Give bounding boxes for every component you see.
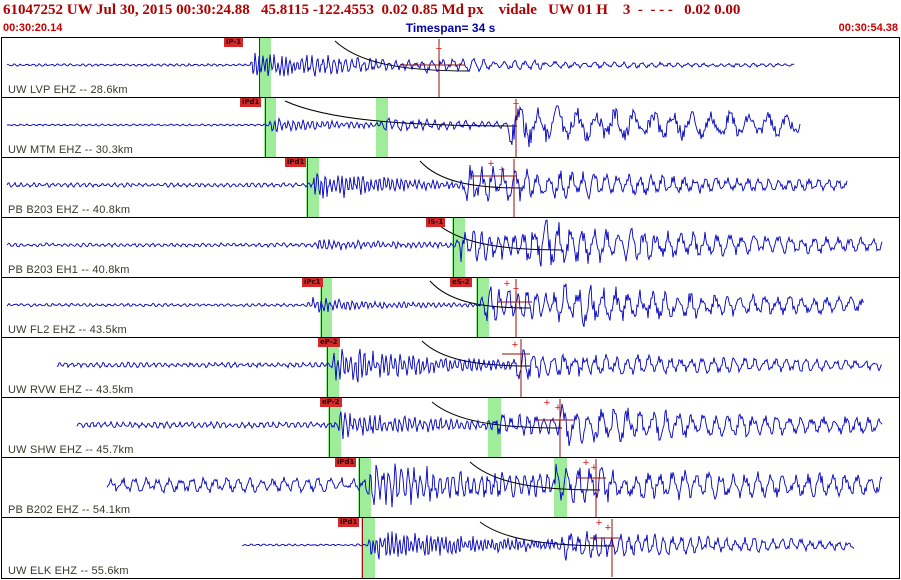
- waveform-canvas: +: [6, 39, 795, 97]
- amplitude-cross-marker: +: [513, 98, 519, 110]
- waveform-canvas: +: [6, 98, 801, 157]
- trace-row-uw-lvp-ehz[interactable]: UW LVP EHZ -- 28.6km + iP-1: [2, 38, 899, 98]
- amplitude-cross-marker: +: [504, 278, 510, 290]
- seismogram-waveform: [76, 403, 883, 447]
- pick-uncertainty-band: [326, 338, 339, 397]
- seismogram-waveform: [6, 164, 848, 202]
- pick-flag[interactable]: iPd1: [285, 158, 307, 167]
- pick-flag[interactable]: iPd1: [335, 458, 357, 467]
- amplitude-cross-marker: +: [555, 402, 561, 414]
- station-label: UW MTM EHZ -- 30.3km: [8, 144, 133, 156]
- pick-flag[interactable]: iPc1: [302, 278, 323, 287]
- pick-flag[interactable]: iPd1: [338, 518, 360, 527]
- pick-flag[interactable]: iS-1: [426, 218, 446, 227]
- coda-decay-curve: [284, 100, 518, 127]
- pick-flag[interactable]: eP-2: [318, 338, 340, 347]
- coda-decay-curve: [421, 340, 531, 367]
- amplitude-cross-marker: +: [512, 339, 518, 351]
- waveform-canvas: [6, 219, 883, 267]
- pick-time-line[interactable]: [259, 38, 260, 97]
- pick-uncertainty-band: [320, 278, 332, 337]
- amplitude-cross-marker: +: [544, 398, 550, 409]
- waveform-canvas: + +: [6, 278, 864, 337]
- station-label: PB B202 EHZ -- 54.1km: [8, 504, 131, 516]
- window-end-time: 00:30:54.38: [838, 22, 898, 34]
- pick-uncertainty-band: [358, 458, 371, 517]
- timespan-label: Timespan= 34 s: [405, 21, 496, 35]
- pick-uncertainty-band: [264, 98, 276, 157]
- pick-flag[interactable]: iPd1: [240, 98, 262, 107]
- pick-time-line[interactable]: [453, 218, 454, 277]
- pick-uncertainty-band: [306, 158, 319, 217]
- pick-uncertainty-band: [376, 98, 388, 157]
- pick-time-line[interactable]: [477, 278, 478, 337]
- pick-flag[interactable]: eS-2: [450, 278, 472, 287]
- pick-flag[interactable]: iP-1: [224, 38, 244, 47]
- pick-uncertainty-band: [476, 278, 489, 337]
- station-label: UW FL2 EHZ -- 43.5km: [8, 324, 127, 336]
- station-label: PB B203 EHZ -- 40.8km: [8, 204, 131, 216]
- amplitude-cross-marker: +: [488, 158, 494, 170]
- waveform-canvas: + +: [106, 458, 883, 517]
- pick-time-line[interactable]: [329, 398, 330, 457]
- amplitude-cross-marker: +: [605, 522, 611, 534]
- seismogram-waveform: [6, 219, 883, 267]
- waveform-canvas: + +: [6, 158, 848, 217]
- waveform-plot-area: UW LVP EHZ -- 28.6km + iP-1 UW MTM EHZ --…: [1, 37, 900, 579]
- waveform-canvas: + +: [241, 518, 855, 577]
- amplitude-cross-marker: +: [513, 283, 519, 295]
- amplitude-cross-marker: +: [436, 43, 442, 55]
- pick-uncertainty-band: [361, 518, 375, 578]
- trace-row-uw-shw-ehz[interactable]: UW SHW EHZ -- 45.7km + + eP-2: [2, 398, 899, 458]
- seismogram-waveform: [6, 283, 864, 328]
- amplitude-cross-marker: +: [596, 518, 602, 529]
- station-label: UW SHW EHZ -- 45.7km: [8, 444, 134, 456]
- amplitude-cross-marker: +: [583, 458, 589, 469]
- waveform-canvas: + +: [76, 398, 883, 457]
- station-label: UW RVW EHZ -- 43.5km: [8, 384, 134, 396]
- seismogram-waveform: [241, 531, 855, 561]
- waveform-canvas: +: [56, 339, 883, 397]
- pick-time-line[interactable]: [362, 518, 363, 578]
- coda-decay-curve: [479, 521, 615, 547]
- station-label: UW LVP EHZ -- 28.6km: [8, 84, 128, 96]
- pick-uncertainty-band: [488, 398, 501, 457]
- trace-row-pb-b202-ehz[interactable]: PB B202 EHZ -- 54.1km + + iPd1: [2, 458, 899, 518]
- trace-row-uw-mtm-ehz[interactable]: UW MTM EHZ -- 30.3km + iPd1: [2, 98, 899, 158]
- trace-row-pb-b203-ehz[interactable]: PB B203 EHZ -- 40.8km + + iPd1: [2, 158, 899, 218]
- window-start-time: 00:30:20.14: [3, 22, 63, 34]
- amplitude-cross-marker: +: [591, 462, 597, 474]
- seismogram-waveform: [106, 463, 883, 508]
- pick-uncertainty-band: [452, 218, 465, 277]
- pick-time-line[interactable]: [321, 278, 322, 337]
- trace-row-pb-b203-eh1[interactable]: PB B203 EH1 -- 40.8km iS-1: [2, 218, 899, 278]
- seismogram-waveform: [56, 348, 883, 383]
- pick-time-line[interactable]: [265, 98, 266, 157]
- station-label: PB B203 EH1 -- 40.8km: [8, 264, 130, 276]
- pick-uncertainty-band: [328, 398, 341, 457]
- pick-time-line[interactable]: [359, 458, 360, 517]
- coda-decay-curve: [334, 40, 471, 72]
- time-window-bar: 00:30:20.14 Timespan= 34 s 00:30:54.38: [0, 20, 901, 36]
- pick-flag[interactable]: eP-2: [320, 398, 342, 407]
- pick-time-line[interactable]: [307, 158, 308, 217]
- trace-row-uw-rvw-ehz[interactable]: UW RVW EHZ -- 43.5km + eP-2: [2, 338, 899, 398]
- trace-row-uw-fl2-ehz[interactable]: UW FL2 EHZ -- 43.5km + + iPc1 eS-2: [2, 278, 899, 338]
- seismogram-waveform: [6, 105, 801, 148]
- station-label: UW ELK EHZ -- 55.6km: [8, 565, 129, 577]
- pick-time-line[interactable]: [327, 338, 328, 397]
- amplitude-cross-marker: +: [499, 164, 505, 176]
- event-summary-line: 61047252 UW Jul 30, 2015 00:30:24.88 45.…: [3, 2, 741, 18]
- trace-row-uw-elk-ehz[interactable]: UW ELK EHZ -- 55.6km + + iPd1: [2, 518, 899, 578]
